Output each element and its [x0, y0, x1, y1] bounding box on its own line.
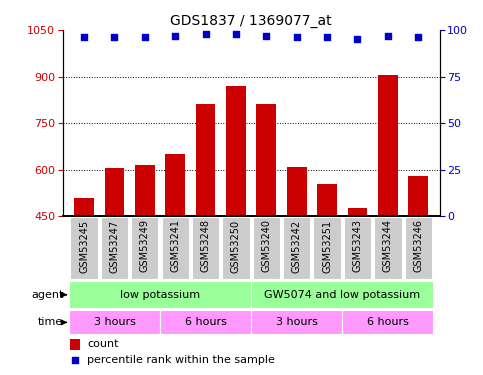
Text: 3 hours: 3 hours: [94, 317, 135, 327]
Bar: [253, 217, 280, 279]
Text: GSM53247: GSM53247: [110, 219, 119, 273]
Bar: [131, 217, 158, 279]
Bar: [160, 310, 251, 334]
Text: GW5074 and low potassium: GW5074 and low potassium: [264, 290, 420, 300]
Text: GSM53249: GSM53249: [140, 219, 150, 272]
Bar: [251, 281, 433, 308]
Bar: [71, 339, 80, 350]
Bar: [344, 217, 371, 279]
Text: percentile rank within the sample: percentile rank within the sample: [87, 356, 275, 366]
Point: [293, 34, 300, 40]
Text: 3 hours: 3 hours: [276, 317, 318, 327]
Point: [262, 33, 270, 39]
Text: GSM53251: GSM53251: [322, 219, 332, 273]
Bar: [317, 184, 337, 356]
Text: GSM53250: GSM53250: [231, 219, 241, 273]
Bar: [165, 154, 185, 356]
Text: count: count: [87, 339, 119, 349]
Bar: [348, 209, 368, 356]
Point: [171, 33, 179, 39]
Bar: [104, 168, 124, 356]
Bar: [226, 86, 246, 356]
Bar: [101, 217, 128, 279]
Text: GSM53241: GSM53241: [170, 219, 180, 272]
Bar: [378, 75, 398, 356]
Bar: [161, 217, 189, 279]
Bar: [313, 217, 341, 279]
Bar: [71, 217, 98, 279]
Point: [323, 34, 331, 40]
Bar: [222, 217, 250, 279]
Text: GSM53240: GSM53240: [261, 219, 271, 272]
Point: [80, 34, 88, 40]
Text: GSM53243: GSM53243: [353, 219, 363, 272]
Text: GSM53245: GSM53245: [79, 219, 89, 273]
Text: GSM53244: GSM53244: [383, 219, 393, 272]
Bar: [405, 217, 432, 279]
Text: 6 hours: 6 hours: [367, 317, 409, 327]
Text: GSM53242: GSM53242: [292, 219, 302, 273]
Bar: [283, 217, 311, 279]
Text: GSM53246: GSM53246: [413, 219, 423, 272]
Bar: [69, 281, 251, 308]
Point: [71, 357, 79, 363]
Bar: [287, 168, 307, 356]
Bar: [251, 310, 342, 334]
Point: [232, 31, 240, 37]
Point: [202, 31, 210, 37]
Bar: [192, 217, 219, 279]
Bar: [196, 105, 215, 356]
Point: [384, 33, 392, 39]
Bar: [342, 310, 433, 334]
Text: agent: agent: [31, 290, 63, 300]
Bar: [409, 176, 428, 356]
Point: [354, 36, 361, 42]
Title: GDS1837 / 1369077_at: GDS1837 / 1369077_at: [170, 13, 332, 28]
Bar: [74, 198, 94, 356]
Bar: [374, 217, 401, 279]
Bar: [69, 310, 160, 334]
Point: [111, 34, 118, 40]
Point: [414, 34, 422, 40]
Text: low potassium: low potassium: [120, 290, 200, 300]
Text: GSM53248: GSM53248: [200, 219, 211, 272]
Text: time: time: [38, 317, 63, 327]
Bar: [256, 105, 276, 356]
Text: 6 hours: 6 hours: [185, 317, 227, 327]
Point: [141, 34, 149, 40]
Bar: [135, 165, 155, 356]
